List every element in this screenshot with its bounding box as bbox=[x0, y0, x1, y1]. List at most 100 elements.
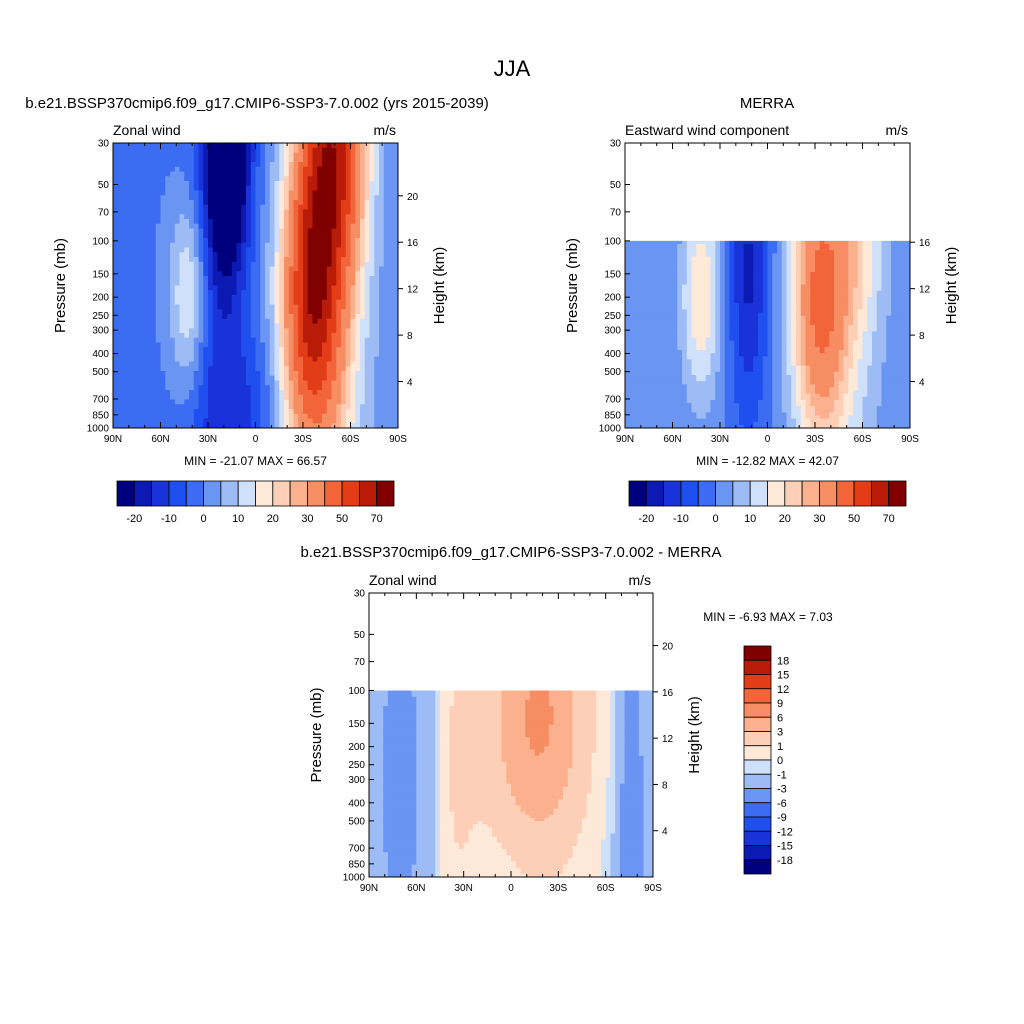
contour-cell bbox=[113, 399, 119, 405]
contour-cell bbox=[122, 233, 128, 239]
contour-cell bbox=[388, 238, 394, 244]
contour-cell bbox=[369, 271, 375, 277]
contour-cell bbox=[250, 423, 256, 429]
contour-cell bbox=[336, 285, 342, 291]
contour-cell bbox=[881, 262, 887, 267]
contour-cell bbox=[364, 166, 370, 172]
contour-cell bbox=[629, 247, 635, 251]
contour-cell bbox=[734, 265, 740, 270]
contour-cell bbox=[326, 290, 332, 296]
contour-cell bbox=[748, 247, 754, 251]
contour-cell bbox=[326, 247, 332, 253]
contour-cell bbox=[279, 280, 285, 286]
contour-cell bbox=[322, 409, 328, 415]
contour-cell bbox=[284, 238, 290, 244]
contour-cell bbox=[886, 259, 892, 264]
contour-cell bbox=[710, 303, 716, 307]
contour-cell bbox=[165, 195, 171, 201]
contour-cell bbox=[691, 287, 697, 292]
contour-cell bbox=[136, 342, 142, 348]
contour-cell bbox=[336, 404, 342, 410]
contour-cell bbox=[341, 356, 347, 362]
contour-cell bbox=[322, 394, 328, 400]
contour-cell bbox=[136, 413, 142, 419]
contour-cell bbox=[170, 366, 176, 372]
contour-cell bbox=[303, 200, 309, 206]
contour-cell bbox=[113, 366, 119, 372]
contour-cell bbox=[246, 290, 252, 296]
contour-cell bbox=[322, 204, 328, 210]
contour-cell bbox=[393, 247, 399, 253]
contour-cell bbox=[246, 337, 252, 343]
contour-cell bbox=[312, 223, 318, 229]
contour-cell bbox=[772, 262, 778, 267]
contour-cell bbox=[905, 303, 911, 307]
contour-cell bbox=[293, 342, 299, 348]
contour-cell bbox=[829, 243, 835, 248]
contour-cell bbox=[383, 257, 389, 263]
contour-cell bbox=[360, 147, 366, 153]
contour-cell bbox=[155, 185, 161, 191]
contour-cell bbox=[777, 300, 783, 304]
contour-cell bbox=[284, 328, 290, 334]
contour-cell bbox=[155, 171, 161, 177]
contour-cell bbox=[231, 418, 237, 424]
contour-cell bbox=[117, 195, 123, 201]
contour-cell bbox=[298, 342, 304, 348]
contour-cell bbox=[829, 284, 835, 289]
contour-cell bbox=[117, 190, 123, 196]
contour-cell bbox=[217, 195, 223, 201]
contour-cell bbox=[141, 318, 147, 324]
contour-cell bbox=[279, 385, 285, 391]
contour-cell bbox=[881, 240, 887, 245]
contour-cell bbox=[236, 200, 242, 206]
contour-cell bbox=[355, 413, 361, 419]
contour-cell bbox=[146, 394, 152, 400]
contour-cell bbox=[250, 304, 256, 310]
contour-cell bbox=[293, 299, 299, 305]
contour-cell bbox=[393, 295, 399, 301]
contour-cell bbox=[824, 303, 830, 307]
contour-cell bbox=[217, 162, 223, 168]
contour-cell bbox=[341, 223, 347, 229]
contour-cell bbox=[629, 290, 635, 295]
contour-cell bbox=[734, 259, 740, 264]
contour-cell bbox=[648, 253, 654, 257]
contour-cell bbox=[805, 281, 811, 285]
contour-cell bbox=[364, 380, 370, 386]
contour-cell bbox=[843, 303, 849, 307]
contour-cell bbox=[127, 242, 133, 248]
contour-cell bbox=[824, 278, 830, 282]
contour-cell bbox=[364, 152, 370, 158]
contour-cell bbox=[388, 181, 394, 187]
contour-cell bbox=[326, 276, 332, 282]
contour-cell bbox=[212, 285, 218, 291]
contour-cell bbox=[155, 238, 161, 244]
contour-cell bbox=[198, 223, 204, 229]
contour-cell bbox=[307, 276, 313, 282]
contour-cell bbox=[236, 271, 242, 277]
contour-cell bbox=[743, 272, 749, 276]
contour-cell bbox=[336, 209, 342, 215]
contour-cell bbox=[829, 272, 835, 276]
contour-cell bbox=[838, 275, 844, 279]
contour-cell bbox=[165, 200, 171, 206]
contour-cell bbox=[255, 394, 261, 400]
contour-cell bbox=[212, 423, 218, 429]
contour-cell bbox=[269, 238, 275, 244]
contour-cell bbox=[322, 171, 328, 177]
contour-cell bbox=[341, 399, 347, 405]
contour-cell bbox=[322, 352, 328, 358]
contour-cell bbox=[677, 278, 683, 282]
contour-cell bbox=[227, 261, 233, 267]
contour-cell bbox=[246, 299, 252, 305]
contour-cell bbox=[341, 390, 347, 396]
contour-cell bbox=[203, 271, 209, 277]
contour-cell bbox=[307, 371, 313, 377]
contour-cell bbox=[331, 204, 337, 210]
contour-cell bbox=[374, 347, 380, 353]
contour-cell bbox=[743, 256, 749, 260]
contour-cell bbox=[284, 171, 290, 177]
contour-cell bbox=[900, 240, 906, 245]
contour-cell bbox=[236, 418, 242, 424]
